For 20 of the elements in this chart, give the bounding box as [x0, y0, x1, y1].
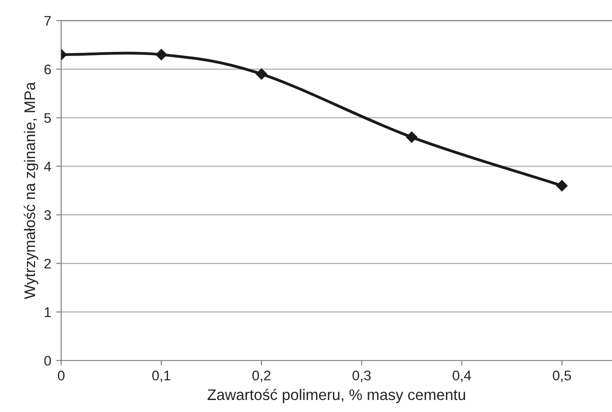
y-axis-title: Wytrzymałość na zginanie, MPa: [24, 82, 38, 300]
y-tick-label: 6: [44, 64, 51, 74]
y-tick-label: 3: [44, 210, 51, 220]
point: [156, 48, 167, 60]
x-axis-title: Zawartość polimeru, % masy cementu: [208, 388, 466, 404]
x-tick-label: 0,4: [452, 370, 472, 382]
x-tick-label: 0,5: [552, 370, 571, 382]
y-tick-label: 0: [44, 356, 51, 366]
x-tick-label: 0: [58, 370, 65, 380]
y-tick-label: 5: [44, 113, 51, 123]
point: [406, 132, 418, 143]
x-tick-label: 0,1: [152, 370, 170, 382]
x-tick-label: 0,2: [252, 370, 270, 382]
y-tick-label: 1: [44, 307, 51, 317]
x-tick-label: 0,3: [352, 370, 371, 382]
y-tick-label: 7: [44, 16, 51, 26]
point: [256, 68, 268, 80]
y-tick-label: 4: [44, 162, 52, 172]
y-tick-label: 2: [44, 258, 51, 268]
point: [556, 180, 568, 192]
